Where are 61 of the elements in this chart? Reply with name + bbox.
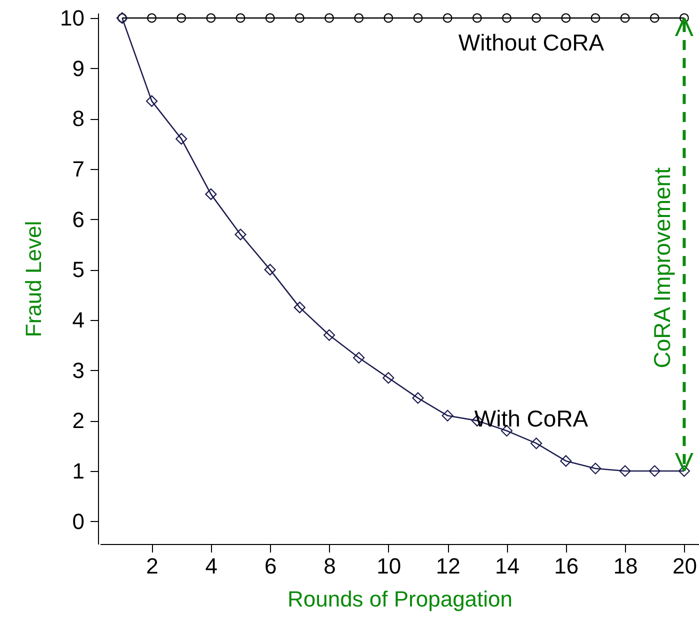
y-tick-label: 7 (72, 156, 84, 182)
point (294, 13, 304, 23)
point (146, 95, 158, 107)
point (620, 13, 630, 23)
point (650, 13, 660, 23)
point (353, 352, 365, 364)
annotation: CoRA Improvement (649, 166, 676, 368)
point (176, 13, 186, 23)
x-tick-label: 4 (205, 554, 218, 578)
point (619, 465, 631, 477)
point (530, 438, 542, 450)
point (382, 372, 394, 384)
point (354, 13, 364, 23)
y-tick-label: 4 (72, 308, 84, 333)
x-tick-label: 14 (494, 554, 520, 578)
x-tick-label: 18 (613, 554, 638, 578)
y-tick-label: 8 (72, 106, 84, 132)
y-tick-label: 3 (72, 358, 84, 383)
point (412, 392, 424, 404)
x-tick-label: 12 (436, 554, 460, 578)
x-tick-label: 2 (146, 554, 158, 578)
point (442, 13, 452, 23)
y-tick-label: 5 (72, 257, 84, 282)
point (323, 329, 336, 341)
point (532, 13, 542, 23)
point (294, 302, 306, 314)
y-tick-label: 2 (72, 408, 84, 434)
point (384, 13, 394, 23)
x-tick-label: 8 (324, 554, 336, 578)
y-tick-label: 10 (60, 6, 84, 31)
point (413, 13, 423, 23)
point (648, 465, 660, 477)
x-tick-label: 6 (264, 554, 277, 578)
point (678, 465, 690, 477)
x-tick-label: 16 (554, 554, 579, 578)
point (236, 13, 246, 23)
x-axis-title: Rounds of Propagation (287, 586, 513, 612)
y-tick-label: 9 (72, 56, 84, 81)
point (590, 13, 600, 23)
point (206, 13, 216, 23)
point (502, 13, 512, 23)
y-tick-label: 6 (72, 206, 84, 232)
y-tick-label: 1 (72, 458, 84, 484)
point (679, 13, 689, 23)
point (442, 410, 454, 422)
y-tick-label: 0 (72, 508, 84, 534)
point (176, 133, 188, 145)
point (324, 13, 334, 23)
point (472, 13, 482, 23)
point (560, 455, 572, 467)
point (234, 228, 246, 240)
y-axis-title: Fraud Level (21, 220, 46, 338)
x-tick-label: 10 (376, 554, 402, 578)
x-tick-label: 20 (672, 554, 697, 578)
point (561, 13, 571, 23)
point (205, 188, 217, 200)
point (264, 264, 276, 276)
point (265, 13, 275, 23)
point (147, 13, 156, 23)
point (590, 462, 602, 474)
annotation: Without CoRA (458, 29, 605, 56)
